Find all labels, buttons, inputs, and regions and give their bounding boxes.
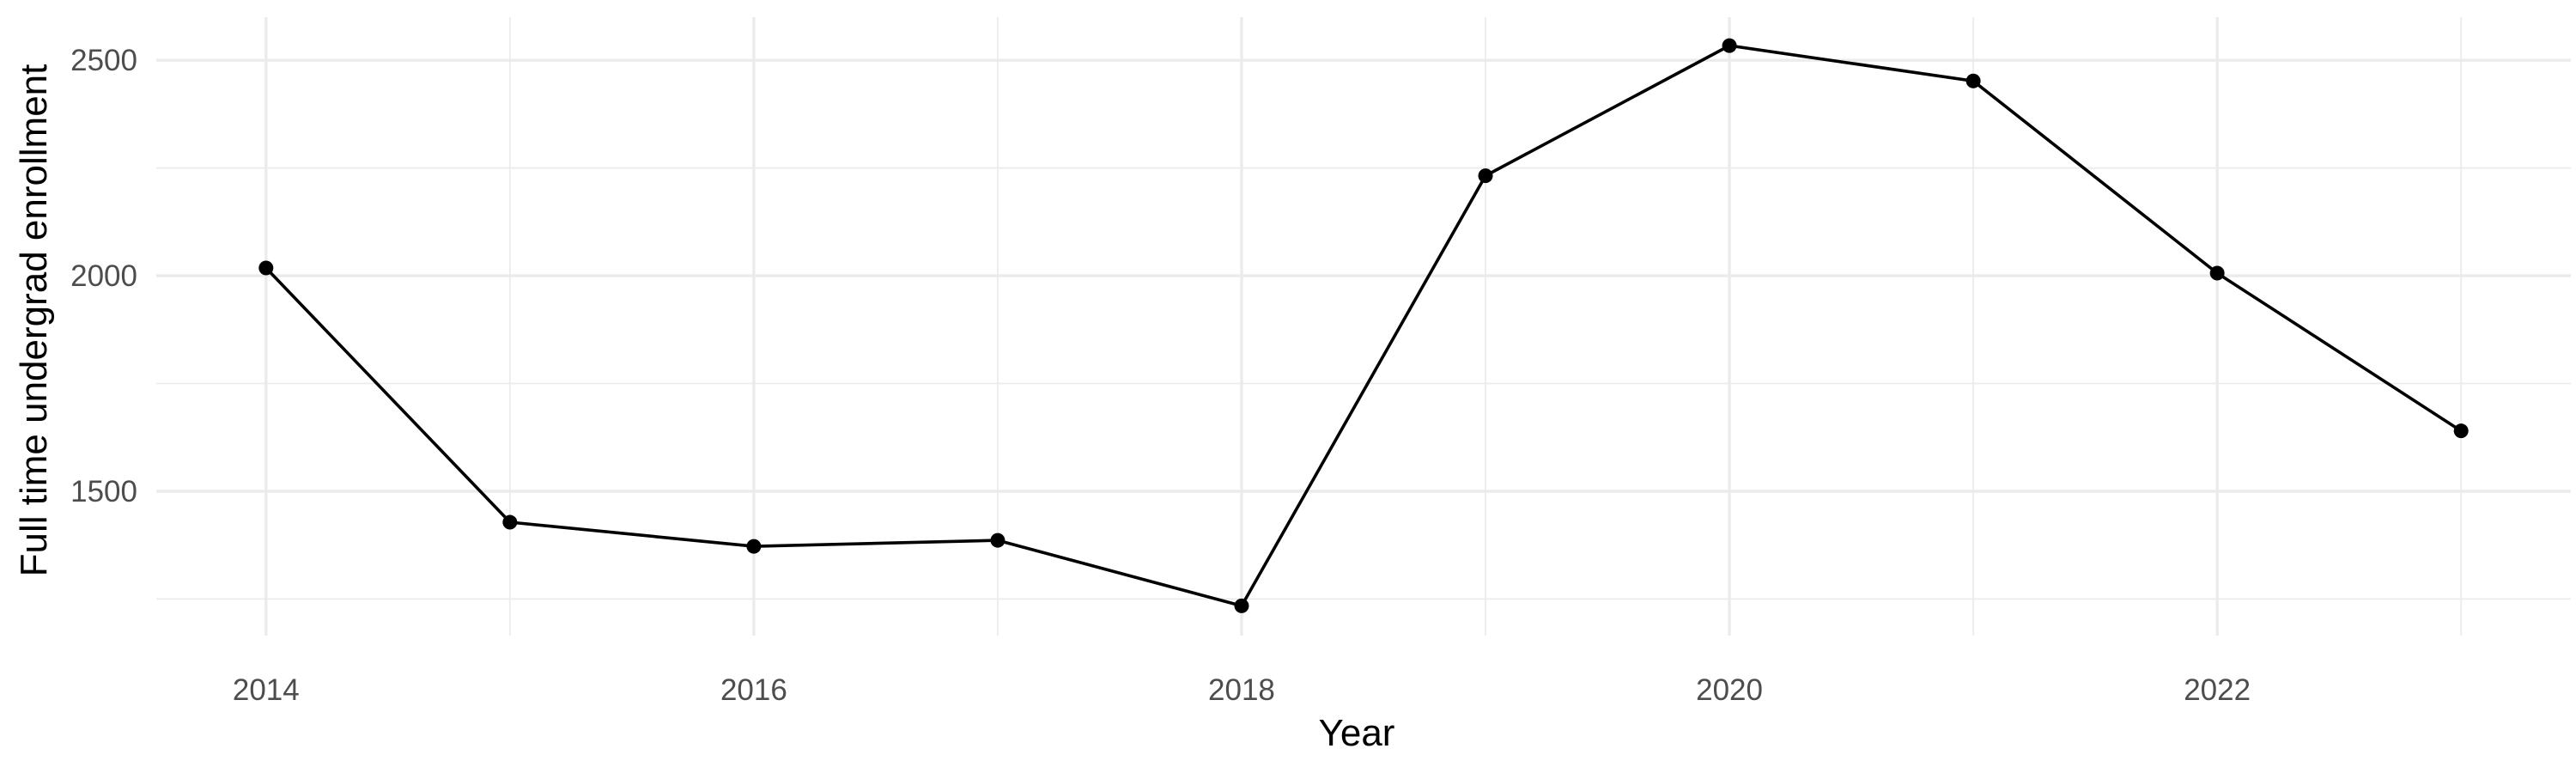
x-tick-label: 2020 bbox=[1696, 673, 1763, 707]
y-tick-label: 2000 bbox=[70, 259, 137, 293]
major-gridlines bbox=[156, 17, 2571, 636]
series-line bbox=[264, 44, 2463, 608]
y-tick-label: 2500 bbox=[70, 44, 137, 77]
plot-series bbox=[258, 38, 2469, 613]
x-tick-label: 2022 bbox=[2184, 673, 2251, 707]
data-point bbox=[1234, 598, 1249, 613]
data-point bbox=[1722, 38, 1737, 53]
data-point bbox=[990, 533, 1005, 548]
data-point bbox=[746, 539, 762, 554]
x-tick-label: 2014 bbox=[233, 673, 300, 707]
data-point bbox=[2453, 423, 2469, 439]
x-axis-tick-labels: 2014 2016 2018 2020 2022 bbox=[233, 673, 2251, 707]
data-point bbox=[502, 514, 518, 530]
data-point bbox=[1478, 168, 1493, 184]
x-tick-label: 2018 bbox=[1208, 673, 1275, 707]
y-axis-tick-labels: 1500 2000 2500 bbox=[70, 44, 137, 508]
minor-gridlines bbox=[156, 17, 2571, 636]
y-axis-title: Full time undergrad enrollment bbox=[13, 64, 55, 577]
data-point bbox=[2209, 265, 2225, 281]
y-tick-label: 1500 bbox=[70, 475, 137, 508]
data-point bbox=[258, 260, 274, 276]
x-axis-title: Year bbox=[1319, 712, 1395, 754]
data-point bbox=[1965, 73, 1981, 88]
x-tick-label: 2016 bbox=[720, 673, 787, 707]
